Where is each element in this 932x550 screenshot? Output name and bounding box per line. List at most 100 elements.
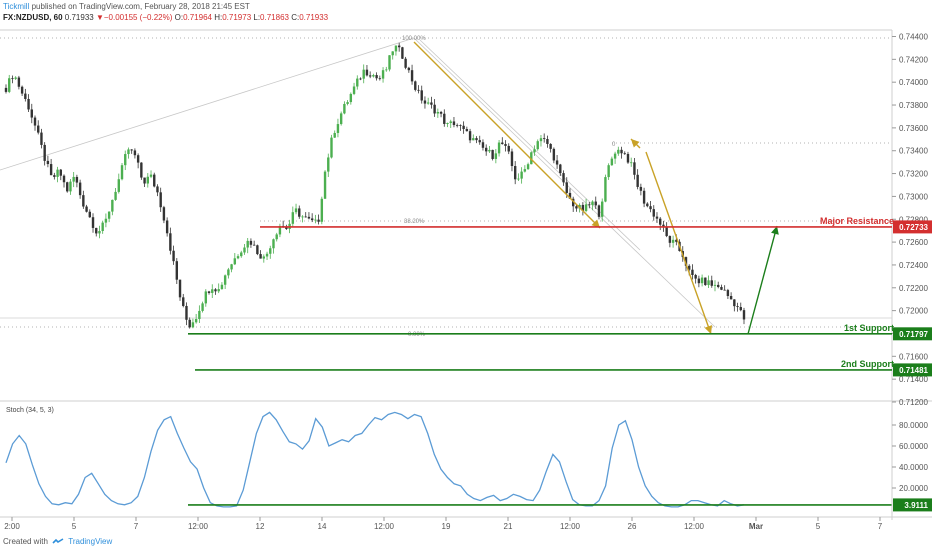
candle-body[interactable] (581, 204, 585, 211)
candle-body[interactable] (478, 140, 481, 143)
candle-body[interactable] (649, 206, 652, 210)
candle-body[interactable] (562, 173, 565, 183)
candle-body[interactable] (272, 239, 275, 249)
candle-body[interactable] (159, 192, 162, 208)
candle-body[interactable] (101, 222, 104, 232)
candle-body[interactable] (710, 280, 713, 286)
candle-body[interactable] (443, 113, 446, 124)
candle-body[interactable] (720, 286, 723, 290)
candle-body[interactable] (594, 201, 597, 206)
candle-body[interactable] (630, 162, 633, 164)
candle-body[interactable] (717, 284, 720, 287)
candle-body[interactable] (310, 218, 314, 221)
candle-body[interactable] (182, 297, 185, 306)
candle-body[interactable] (517, 178, 520, 180)
candle-body[interactable] (46, 160, 50, 165)
candle-body[interactable] (201, 303, 204, 311)
candle-body[interactable] (27, 98, 30, 110)
candle-body[interactable] (684, 257, 688, 266)
candle-body[interactable] (252, 244, 256, 246)
author-name[interactable]: Tickmill (3, 2, 30, 11)
candle-body[interactable] (436, 111, 440, 114)
candle-body[interactable] (352, 86, 356, 94)
candle-body[interactable] (59, 169, 62, 176)
candle-body[interactable] (62, 175, 66, 183)
candle-body[interactable] (343, 103, 346, 114)
candle-body[interactable] (452, 121, 456, 126)
candle-body[interactable] (194, 319, 198, 323)
candle-body[interactable] (520, 171, 523, 179)
candle-body[interactable] (688, 265, 691, 270)
candle-body[interactable] (294, 208, 298, 213)
candle-body[interactable] (433, 104, 436, 114)
candle-body[interactable] (584, 204, 588, 211)
candle-body[interactable] (49, 164, 53, 176)
candle-body[interactable] (146, 176, 149, 184)
candle-body[interactable] (178, 279, 182, 298)
candle-body[interactable] (259, 254, 262, 259)
candle-body[interactable] (633, 162, 636, 175)
candle-body[interactable] (497, 142, 501, 154)
candle-body[interactable] (291, 212, 295, 224)
candle-body[interactable] (104, 218, 108, 223)
candle-body[interactable] (449, 121, 452, 124)
candle-body[interactable] (552, 148, 556, 161)
candle-body[interactable] (362, 69, 365, 79)
candle-body[interactable] (671, 239, 675, 243)
candle-body[interactable] (117, 179, 120, 192)
candle-body[interactable] (107, 211, 111, 219)
candle-body[interactable] (665, 227, 668, 237)
candle-body[interactable] (249, 240, 253, 245)
candle-body[interactable] (262, 256, 266, 259)
candle-body[interactable] (536, 141, 539, 150)
candle-body[interactable] (542, 138, 546, 140)
candle-body[interactable] (230, 264, 233, 270)
candle-body[interactable] (320, 198, 324, 222)
candle-body[interactable] (346, 102, 349, 104)
candle-body[interactable] (75, 176, 79, 183)
candle-body[interactable] (617, 149, 620, 154)
candle-body[interactable] (378, 78, 382, 80)
candle-body[interactable] (501, 142, 504, 145)
candle-body[interactable] (156, 186, 159, 193)
candle-body[interactable] (549, 143, 552, 149)
candle-body[interactable] (401, 47, 404, 59)
candle-body[interactable] (588, 204, 591, 206)
candle-body[interactable] (504, 144, 507, 146)
candle-body[interactable] (668, 236, 672, 243)
candle-body[interactable] (285, 226, 288, 230)
candle-body[interactable] (713, 284, 717, 286)
stoch-line[interactable] (5, 411, 745, 508)
candle-body[interactable] (95, 227, 98, 234)
candle-body[interactable] (414, 81, 417, 90)
candle-body[interactable] (468, 131, 472, 141)
candle-body[interactable] (227, 269, 230, 276)
candle-body[interactable] (37, 125, 40, 133)
candle-body[interactable] (214, 289, 217, 292)
candle-body[interactable] (736, 306, 739, 308)
candle-body[interactable] (488, 149, 491, 152)
candle-body[interactable] (729, 296, 733, 300)
candle-body[interactable] (455, 125, 459, 126)
candle-body[interactable] (426, 102, 430, 104)
candle-body[interactable] (642, 190, 646, 204)
candle-body[interactable] (66, 182, 69, 192)
candle-body[interactable] (655, 216, 659, 219)
candle-body[interactable] (56, 169, 59, 177)
candle-body[interactable] (417, 89, 420, 91)
candle-body[interactable] (120, 165, 124, 180)
candle-body[interactable] (394, 45, 398, 52)
candle-body[interactable] (510, 151, 514, 167)
candle-body[interactable] (704, 277, 707, 286)
candle-body[interactable] (623, 153, 626, 155)
candle-body[interactable] (465, 129, 469, 132)
candle-body[interactable] (165, 220, 169, 234)
candle-body[interactable] (172, 250, 175, 262)
candle-body[interactable] (491, 149, 494, 159)
candle-body[interactable] (568, 192, 572, 199)
candle-body[interactable] (430, 102, 433, 105)
candle-body[interactable] (523, 169, 527, 172)
candle-body[interactable] (246, 240, 249, 248)
candle-body[interactable] (314, 219, 317, 221)
candle-body[interactable] (407, 67, 411, 71)
